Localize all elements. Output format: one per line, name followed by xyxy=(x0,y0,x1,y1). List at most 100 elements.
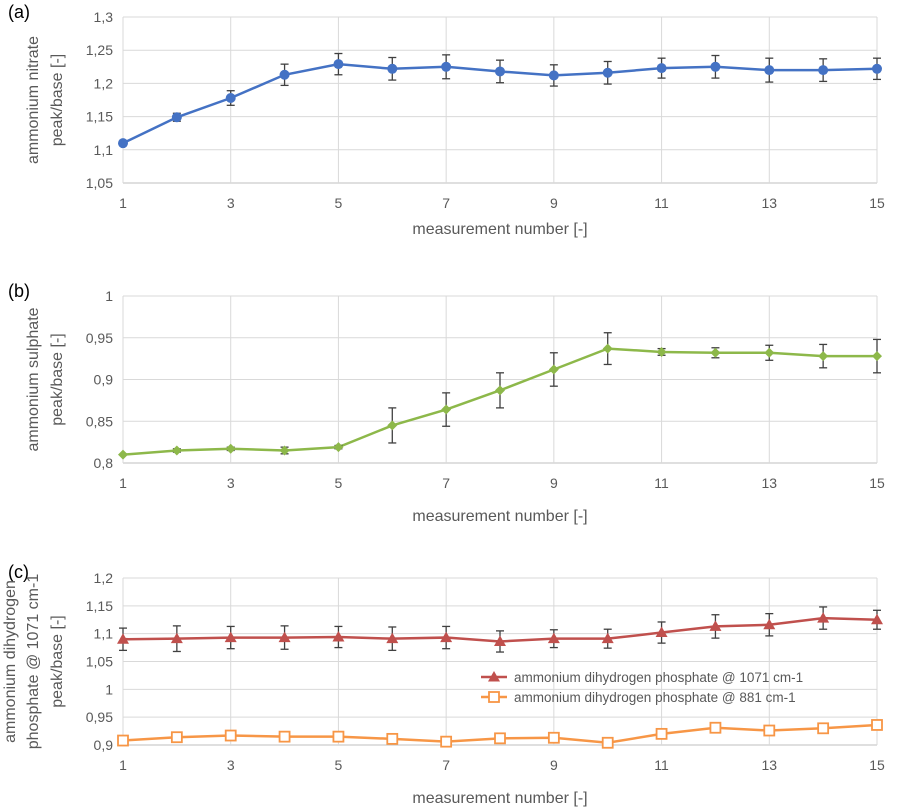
data-point xyxy=(817,612,830,623)
chart-panel-1: (a)1,051,11,151,21,251,31 3 5 7 9 11 13 15measu… xyxy=(8,2,885,238)
legend: ammonium dihydrogen phosphate @ 1071 cm-… xyxy=(481,670,803,705)
data-point xyxy=(118,138,128,149)
data-point xyxy=(171,112,182,123)
data-point xyxy=(601,632,614,644)
data-point xyxy=(386,632,399,644)
legend-label: ammonium dihydrogen phosphate @ 881 cm-1 xyxy=(514,690,796,705)
data-point xyxy=(548,70,559,81)
data-point xyxy=(817,722,830,735)
data-point xyxy=(601,736,614,749)
data-point xyxy=(171,445,182,456)
legend-item: ammonium dihydrogen phosphate @ 1071 cm-… xyxy=(481,670,803,685)
panel-label: (a) xyxy=(8,2,30,22)
y-tick-label: 0,8 xyxy=(94,455,114,471)
series-1 xyxy=(118,52,882,149)
x-tick-label: 7 xyxy=(442,757,450,773)
series-2 xyxy=(117,719,883,749)
y-tick-label: 1,1 xyxy=(94,626,114,642)
data-point xyxy=(602,343,613,354)
y-axis-title: peak/base [-] xyxy=(49,333,66,426)
data-point xyxy=(278,730,291,743)
x-tick-label: 3 xyxy=(227,757,235,773)
y-tick-label: 0,95 xyxy=(86,709,113,725)
y-tick-label: 1,25 xyxy=(86,42,113,58)
data-point xyxy=(332,730,345,743)
y-tick-label: 0,85 xyxy=(86,413,113,429)
data-point xyxy=(494,732,506,745)
data-point xyxy=(764,347,775,358)
y-tick-label: 1,15 xyxy=(86,109,113,125)
data-point xyxy=(440,735,453,748)
data-point xyxy=(871,719,883,731)
data-point xyxy=(656,63,667,74)
data-point xyxy=(655,626,668,638)
data-point xyxy=(495,385,505,396)
x-tick-label: 11 xyxy=(654,475,669,491)
y-axis-title: peak/base [-] xyxy=(49,54,66,147)
data-point xyxy=(602,67,613,78)
y-tick-label: 0,9 xyxy=(94,372,114,388)
data-point xyxy=(170,731,183,744)
y-axis-title: ammonium nitrate xyxy=(25,36,42,164)
x-tick-label: 5 xyxy=(335,757,343,773)
data-point xyxy=(441,404,452,415)
x-tick-label: 1 xyxy=(119,475,127,491)
data-point xyxy=(871,613,883,625)
data-point xyxy=(440,631,453,643)
y-tick-label: 1 xyxy=(105,288,113,304)
data-point xyxy=(818,351,829,362)
data-point xyxy=(488,691,500,703)
x-tick-label: 1 xyxy=(119,195,127,211)
data-point xyxy=(117,633,129,644)
data-point xyxy=(495,66,505,77)
data-point xyxy=(656,346,667,357)
x-tick-label: 15 xyxy=(869,195,885,211)
y-tick-label: 1,3 xyxy=(94,9,114,25)
x-tick-label: 11 xyxy=(654,757,669,773)
x-axis-title: measurement number [-] xyxy=(412,508,587,525)
y-tick-label: 1,05 xyxy=(86,654,113,670)
data-point xyxy=(224,631,237,643)
y-tick-label: 0,9 xyxy=(94,737,114,753)
x-tick-label: 3 xyxy=(227,195,235,211)
y-axis-title: ammonium sulphate xyxy=(25,307,42,451)
x-tick-label: 7 xyxy=(442,475,450,491)
y-tick-label: 1,1 xyxy=(94,142,114,158)
data-point xyxy=(548,364,559,375)
y-axis-title: peak/base [-] xyxy=(49,615,66,708)
x-axis-title: measurement number [-] xyxy=(412,221,587,238)
data-point xyxy=(225,443,236,454)
data-point xyxy=(547,731,560,744)
data-point xyxy=(764,65,775,76)
x-tick-label: 9 xyxy=(550,757,558,773)
series-1 xyxy=(118,332,882,460)
data-point xyxy=(224,729,237,742)
data-point xyxy=(387,63,398,74)
data-point xyxy=(333,59,344,70)
data-point xyxy=(170,632,183,644)
x-tick-label: 11 xyxy=(654,195,669,211)
x-tick-label: 15 xyxy=(869,475,885,491)
y-tick-label: 1,2 xyxy=(94,570,114,586)
legend-label: ammonium dihydrogen phosphate @ 1071 cm-… xyxy=(514,670,803,685)
x-tick-label: 13 xyxy=(761,475,777,491)
data-point xyxy=(709,620,722,631)
y-tick-label: 1 xyxy=(105,681,113,697)
x-tick-label: 13 xyxy=(761,195,777,211)
data-point xyxy=(709,721,722,734)
data-point xyxy=(818,65,829,76)
x-tick-label: 9 xyxy=(550,475,558,491)
data-point xyxy=(710,347,721,358)
data-point xyxy=(872,351,882,362)
data-point xyxy=(763,618,776,630)
x-tick-label: 5 xyxy=(335,475,343,491)
data-point xyxy=(387,420,398,431)
data-point xyxy=(763,724,776,737)
data-point xyxy=(872,63,882,74)
y-tick-label: 1,2 xyxy=(94,75,114,91)
data-point xyxy=(279,445,290,456)
data-point xyxy=(279,69,290,80)
